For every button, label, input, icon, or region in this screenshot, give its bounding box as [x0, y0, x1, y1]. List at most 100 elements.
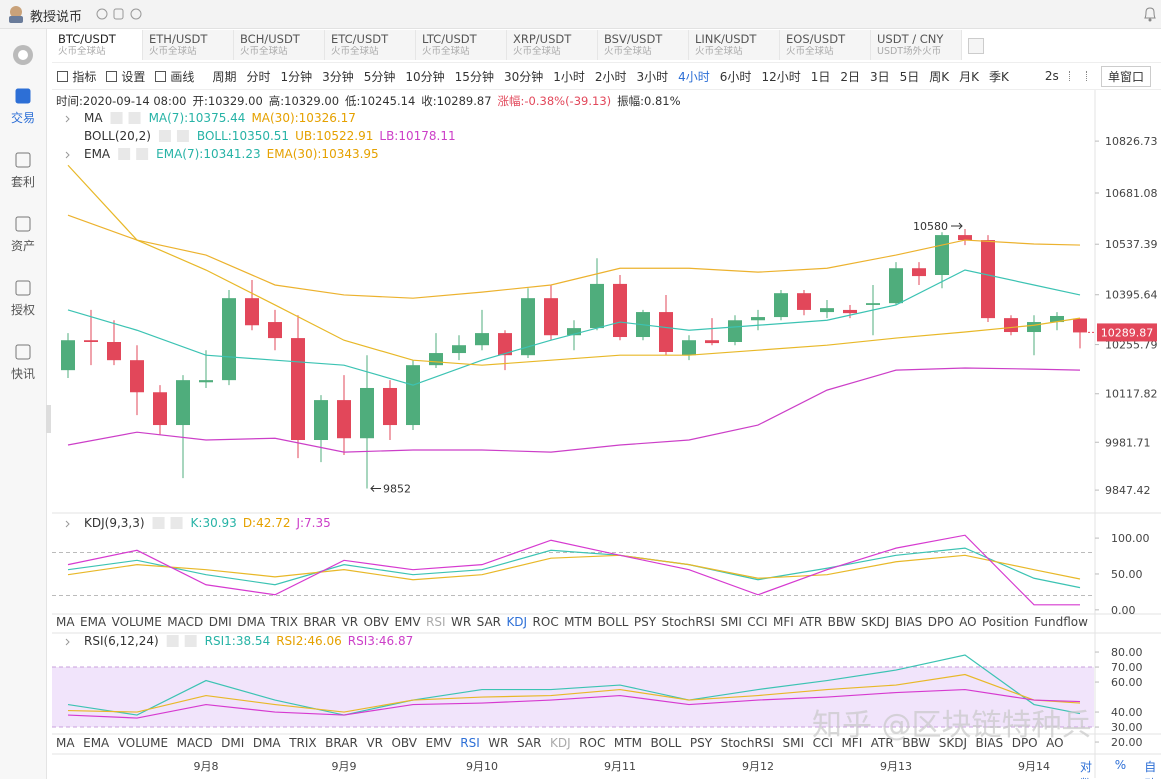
tool-button[interactable]: 设置 — [106, 68, 145, 85]
period-button[interactable]: 周K — [929, 69, 950, 84]
indicator-tab[interactable]: BIAS — [894, 615, 923, 629]
sidebar-item[interactable]: 授权 — [10, 303, 35, 317]
indicator-tab[interactable]: KDJ — [549, 736, 571, 750]
indicator-tab[interactable]: SAR — [517, 736, 542, 750]
panel-settings[interactable] — [152, 517, 165, 529]
period-button[interactable]: 季K — [989, 69, 1009, 84]
indicator-tab[interactable]: AO — [1046, 736, 1064, 750]
indicator-tab[interactable]: MA — [56, 615, 75, 629]
indicator-tab[interactable]: MFI — [773, 615, 794, 629]
panel-close[interactable] — [184, 635, 197, 647]
market-tab[interactable]: XRP/USDT 火币全球站 — [507, 30, 598, 60]
period-button[interactable]: 1小时 — [553, 69, 585, 84]
indicator-tab[interactable]: RSI — [426, 615, 446, 629]
period-button[interactable]: 6小时 — [719, 69, 752, 84]
indicator-tab[interactable]: EMA — [80, 615, 107, 629]
period-menu[interactable]: 周期 — [212, 69, 237, 84]
market-tab[interactable]: BCH/USDT 火币全球站 — [234, 30, 325, 60]
period-button[interactable]: 5分钟 — [363, 69, 396, 84]
period-button[interactable]: 2小时 — [594, 69, 627, 84]
indicator-tab[interactable]: EMV — [425, 736, 452, 750]
indicator-tab[interactable]: RSI — [460, 736, 480, 750]
indicator-tab[interactable]: MACD — [167, 615, 204, 629]
indicator-tab[interactable]: OBV — [363, 615, 389, 629]
indicator-tab[interactable]: DPO — [1011, 736, 1038, 750]
indicator-tab[interactable]: DMI — [208, 615, 232, 629]
indicator-tab[interactable]: WR — [488, 736, 509, 750]
indicator-tab[interactable]: WR — [450, 615, 472, 629]
indicator-tab[interactable]: DMA — [237, 615, 266, 629]
period-button[interactable]: 月K — [959, 69, 980, 84]
tool-button[interactable]: 画线 — [155, 68, 194, 85]
indicator-tab[interactable]: BRAR — [325, 736, 358, 750]
legend-settings[interactable] — [118, 148, 131, 160]
notification-bell[interactable] — [1143, 6, 1157, 22]
indicator-tab[interactable]: ATR — [799, 615, 823, 629]
indicator-tab[interactable]: PSY — [689, 736, 713, 750]
indicator-tab[interactable]: BRAR — [303, 615, 337, 629]
indicator-tab[interactable]: DMA — [252, 736, 281, 750]
indicator-tab[interactable]: MACD — [176, 736, 213, 750]
period-button[interactable]: 1日 — [810, 69, 831, 84]
indicator-tab[interactable]: TRIX — [270, 615, 298, 629]
axis-option[interactable]: % — [1114, 758, 1127, 772]
indicator-tab[interactable]: MTM — [613, 736, 642, 750]
indicator-tab[interactable]: MFI — [841, 736, 863, 750]
market-tab[interactable]: ETC/USDT 火币全球站 — [325, 30, 416, 60]
indicator-tab[interactable]: VR — [341, 615, 359, 629]
sidebar-item[interactable]: 资产 — [10, 239, 35, 253]
period-button[interactable]: 12小时 — [761, 69, 801, 84]
indicator-tab[interactable]: BOLL — [650, 736, 682, 750]
indicator-tab[interactable]: StochRSI — [720, 736, 774, 750]
indicator-tab[interactable]: EMV — [394, 615, 421, 629]
legend-close[interactable] — [136, 148, 149, 160]
indicator-tab[interactable]: MTM — [564, 615, 593, 629]
sidebar-item[interactable]: 快讯 — [10, 367, 35, 381]
period-button[interactable]: 3小时 — [636, 69, 669, 84]
market-tab[interactable]: EOS/USDT 火币全球站 — [780, 30, 871, 60]
legend-settings[interactable] — [110, 112, 123, 124]
period-button[interactable]: 4小时 — [678, 69, 710, 84]
period-button[interactable]: 30分钟 — [503, 69, 544, 84]
sidebar-item[interactable]: 套利 — [10, 175, 35, 189]
period-button[interactable]: 2日 — [840, 69, 860, 84]
indicator-tab[interactable]: AO — [959, 615, 977, 629]
indicator-tab[interactable]: StochRSI — [661, 615, 715, 629]
indicator-tab[interactable]: SMI — [720, 615, 742, 629]
indicator-tab[interactable]: BBW — [902, 736, 931, 750]
market-tab[interactable]: USDT / CNY USDT场外火币 — [871, 30, 962, 60]
indicator-tab[interactable]: ROC — [579, 736, 606, 750]
indicator-tab[interactable]: VOLUME — [111, 615, 162, 629]
market-tab[interactable]: BTC/USDT 火币全球站 — [52, 30, 143, 60]
indicator-tab[interactable]: BOLL — [597, 615, 629, 629]
legend-close[interactable] — [176, 130, 189, 142]
period-button[interactable]: 3分钟 — [322, 69, 354, 84]
period-button[interactable]: 分时 — [246, 69, 271, 84]
indicator-tab[interactable]: VOLUME — [117, 736, 169, 750]
tool-button[interactable]: 指标 — [57, 68, 96, 85]
indicator-tab[interactable]: MA — [56, 736, 75, 750]
add-tab[interactable] — [968, 38, 984, 54]
fullscreen-icons[interactable] — [1068, 71, 1087, 81]
indicator-tab[interactable]: EMA — [83, 736, 110, 750]
indicator-tab[interactable]: SKDJ — [938, 736, 967, 750]
indicator-tab[interactable]: TRIX — [289, 736, 317, 750]
market-tab[interactable]: LTC/USDT 火币全球站 — [416, 30, 507, 60]
panel-settings[interactable] — [166, 635, 179, 647]
indicator-tab[interactable]: OBV — [391, 736, 417, 750]
legend-settings[interactable] — [158, 130, 171, 142]
market-tab[interactable]: LINK/USDT 火币全球站 — [689, 30, 780, 60]
period-button[interactable]: 15分钟 — [454, 69, 494, 84]
period-button[interactable]: 1分钟 — [280, 69, 313, 84]
axis-option[interactable]: 对数 — [1080, 760, 1093, 779]
indicator-tab[interactable]: ROC — [532, 615, 559, 629]
period-button[interactable]: 5日 — [899, 69, 920, 84]
indicator-tab[interactable]: BIAS — [975, 736, 1004, 750]
refresh-rate[interactable]: 2s — [1044, 69, 1059, 83]
period-button[interactable]: 3日 — [870, 69, 890, 84]
indicator-tab[interactable]: VR — [366, 736, 383, 750]
sidebar-item[interactable]: 交易 — [10, 111, 35, 125]
indicator-tab[interactable]: SMI — [782, 736, 805, 750]
axis-option[interactable]: 自动 — [1144, 760, 1157, 779]
indicator-tab[interactable]: CCI — [812, 736, 833, 750]
